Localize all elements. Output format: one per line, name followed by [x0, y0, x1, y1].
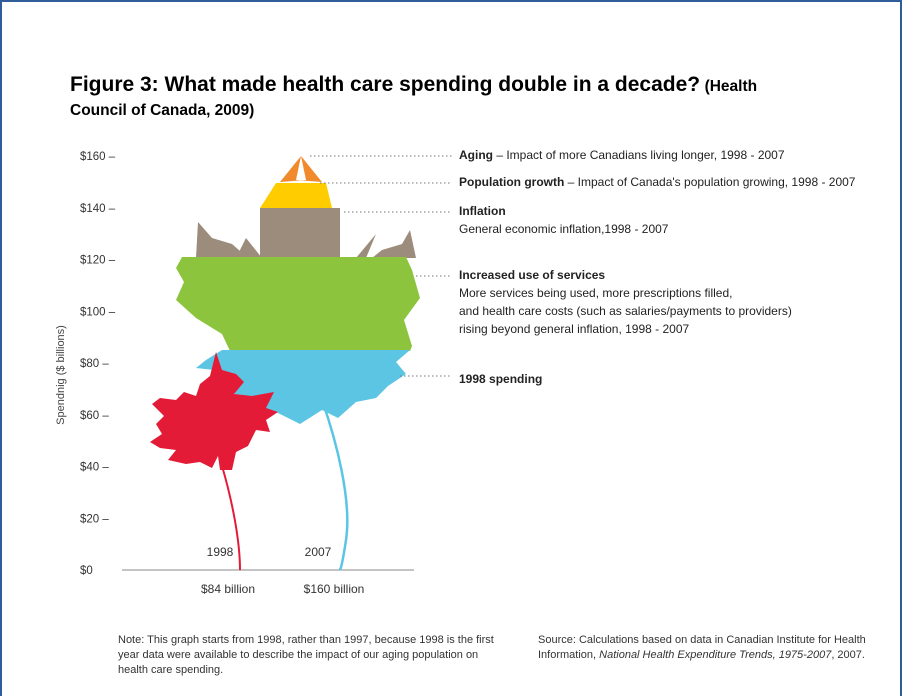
y-tick-label: $20 –	[80, 513, 109, 525]
y-tick-label: $40 –	[80, 462, 109, 474]
annotation-text: Aging – Impact of more Canadians living …	[459, 148, 785, 162]
total-label: $84 billion	[201, 582, 255, 596]
annotation-line: More services being used, more prescript…	[459, 286, 732, 300]
annotation-line: General economic inflation,1998 - 2007	[459, 222, 669, 236]
segment-increased-use-of-services	[176, 257, 420, 351]
y-tick-label: $100 –	[80, 306, 116, 318]
annotation-text: Increased use of services	[459, 268, 605, 282]
segment-1998-spending	[196, 350, 410, 424]
annotation-head: Increased use of services	[459, 268, 605, 282]
source-suffix: , 2007.	[831, 649, 865, 661]
annotation-detail: – Impact of more Canadians living longer…	[493, 148, 785, 162]
y-tick-label: $120 –	[80, 255, 116, 267]
y-tick-label: $160 –	[80, 151, 116, 163]
total-label: $160 billion	[304, 582, 365, 596]
segment-inflation	[196, 208, 416, 258]
segment-aging	[280, 156, 322, 182]
source-text: Source: Calculations based on data in Ca…	[538, 633, 898, 663]
annotation-line: and health care costs (such as salaries/…	[459, 304, 792, 318]
category-label: 2007	[305, 545, 332, 559]
title-source-part2: Council of Canada, 2009)	[70, 102, 255, 119]
y-tick-label: $140 –	[80, 203, 116, 215]
segment-population-growth	[260, 183, 332, 208]
note-text: Note: This graph starts from 1998, rathe…	[118, 634, 494, 676]
annotation-text: 1998 spending	[459, 372, 542, 386]
annotation-text: Population growth – Impact of Canada's p…	[459, 175, 856, 189]
source-prefix: Source: Calculations based on data in Ca…	[538, 634, 866, 661]
title-source-part1: (Health	[704, 78, 758, 95]
source-italic: National Health Expenditure Trends, 1975…	[599, 649, 832, 661]
figure-title: Figure 3: What made health care spending…	[70, 72, 870, 122]
y-axis-label: Spendnig ($ billions)	[55, 325, 67, 425]
leaf-1998	[150, 352, 278, 470]
annotation-detail: – Impact of Canada's population growing,…	[564, 175, 855, 189]
category-label: 1998	[207, 545, 234, 559]
title-main: Figure 3: What made health care spending…	[70, 73, 701, 96]
annotation-line: rising beyond general inflation, 1998 - …	[459, 322, 689, 336]
annotation-head: Aging	[459, 148, 493, 162]
stem-1998	[221, 465, 241, 571]
y-tick-label: $0	[80, 565, 93, 577]
y-tick-label: $60 –	[80, 410, 109, 422]
y-tick-label: $80 –	[80, 358, 109, 370]
annotation-head: Population growth	[459, 175, 564, 189]
annotation-head: Inflation	[459, 204, 506, 218]
stem-2007	[320, 399, 349, 571]
annotation-text: Inflation	[459, 204, 506, 218]
annotation-head: 1998 spending	[459, 372, 542, 386]
